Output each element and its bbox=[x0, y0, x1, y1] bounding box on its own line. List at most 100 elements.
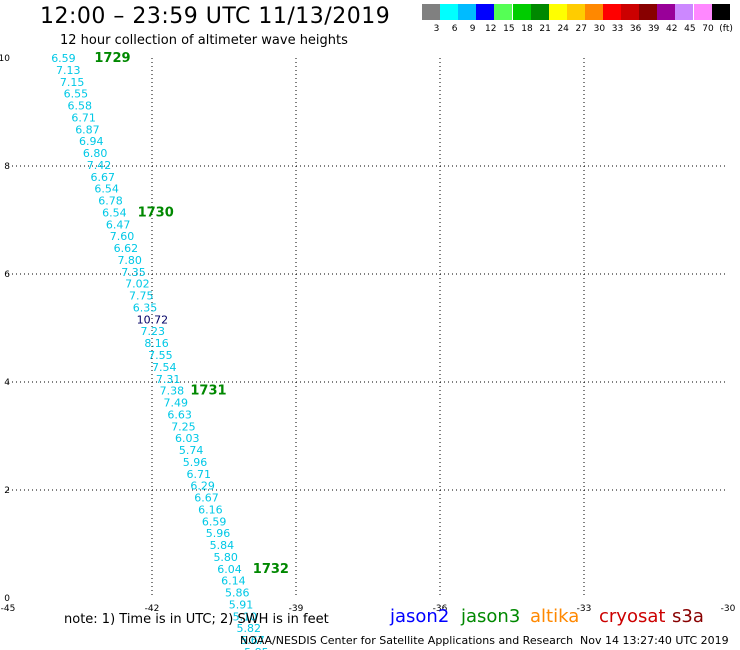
color-scale-label: 70 bbox=[702, 24, 714, 34]
color-swatch bbox=[621, 4, 640, 20]
wave-height-point: 6.94 bbox=[79, 135, 104, 148]
color-scale-label: 9 bbox=[469, 24, 476, 34]
wave-height-point: 6.55 bbox=[64, 88, 89, 101]
legend-jason2: jason2 bbox=[390, 606, 450, 627]
wave-height-point: 6.62 bbox=[114, 242, 139, 255]
color-scale-label: 15 bbox=[503, 24, 515, 34]
wave-height-point: 5.74 bbox=[179, 444, 204, 457]
wave-height-point: 7.38 bbox=[160, 385, 185, 398]
y-tick-label: 8 bbox=[4, 162, 10, 172]
y-tick-label: 6 bbox=[4, 270, 10, 280]
wave-height-point: 6.47 bbox=[106, 218, 131, 231]
y-tick-label: 0 bbox=[4, 594, 10, 604]
time-label: 1732 bbox=[253, 562, 289, 577]
wave-height-point: 5.82 bbox=[236, 622, 260, 635]
x-tick-label: -39 bbox=[289, 604, 304, 614]
y-tick-label: 2 bbox=[4, 486, 10, 496]
wave-height-point: 8.16 bbox=[144, 337, 169, 350]
wave-height-point: 7.35 bbox=[121, 266, 146, 279]
wave-height-point: 7.23 bbox=[140, 325, 165, 338]
wave-height-point: 6.59 bbox=[51, 52, 75, 65]
wave-height-point: 5.85 bbox=[244, 646, 269, 650]
color-swatch bbox=[476, 4, 495, 20]
wave-height-point: 10.72 bbox=[137, 313, 169, 326]
wave-height-point: 5.10 bbox=[233, 610, 258, 623]
wave-height-point: 7.02 bbox=[125, 278, 149, 291]
color-swatch bbox=[512, 4, 531, 20]
color-scale-label: 18 bbox=[521, 24, 533, 34]
chart-title: 12:00 – 23:59 UTC 11/13/2019 bbox=[40, 4, 391, 29]
legend-jason3: jason3 bbox=[461, 606, 521, 627]
legend-altika: altika bbox=[530, 606, 580, 627]
wave-height-point: 7.42 bbox=[87, 159, 112, 172]
wave-height-point: 7.80 bbox=[117, 254, 142, 267]
wave-height-point: 6.63 bbox=[167, 408, 192, 421]
wave-height-point: 6.54 bbox=[94, 183, 119, 196]
wave-height-point: 6.54 bbox=[102, 206, 127, 219]
x-tick-label: -42 bbox=[145, 604, 160, 614]
time-label: 1730 bbox=[138, 205, 174, 220]
color-scale-label: 30 bbox=[593, 24, 606, 34]
chart-subtitle: 12 hour collection of altimeter wave hei… bbox=[60, 33, 348, 48]
wave-height-point: 7.54 bbox=[152, 361, 177, 374]
wave-height-point: 5.84 bbox=[210, 539, 235, 552]
color-scale-label: 36 bbox=[629, 24, 642, 34]
color-swatch bbox=[566, 4, 585, 20]
y-tick-label: 4 bbox=[4, 378, 10, 388]
color-swatch bbox=[639, 4, 658, 20]
color-scale-label: 24 bbox=[557, 24, 569, 34]
wave-height-point: 5.91 bbox=[229, 598, 254, 611]
color-scale-label: 3 bbox=[433, 24, 440, 34]
wave-height-point: 5.96 bbox=[183, 456, 208, 469]
wave-height-point: 6.67 bbox=[91, 171, 116, 184]
wave-height-point: 6.16 bbox=[198, 503, 223, 516]
color-scale-label: 42 bbox=[666, 24, 678, 34]
footer-credit: NOAA/NESDIS Center for Satellite Applica… bbox=[240, 634, 574, 647]
color-swatch bbox=[603, 4, 622, 20]
wave-height-point: 6.35 bbox=[133, 301, 158, 314]
note-text: note: 1) Time is in UTC; 2) SWH is in fe… bbox=[64, 612, 329, 627]
wave-height-point: 7.25 bbox=[171, 420, 196, 433]
color-scale-label: (ft) bbox=[719, 24, 733, 34]
color-swatch bbox=[494, 4, 513, 20]
color-swatch bbox=[548, 4, 567, 20]
wave-height-point: 6.03 bbox=[175, 432, 200, 445]
wave-height-point: 7.31 bbox=[156, 373, 181, 386]
wave-height-point: 6.59 bbox=[202, 515, 227, 528]
wave-height-point: 6.71 bbox=[71, 111, 96, 124]
color-scale-label: 21 bbox=[539, 24, 551, 34]
wave-height-point: 6.80 bbox=[83, 147, 108, 160]
color-swatch bbox=[440, 4, 459, 20]
wave-height-point: 5.80 bbox=[213, 551, 238, 564]
legend-cryosat: cryosat bbox=[599, 606, 666, 627]
wave-height-point: 6.58 bbox=[68, 100, 93, 113]
time-label: 1729 bbox=[94, 51, 130, 66]
footer-timestamp: Nov 14 13:27:40 UTC 2019 bbox=[580, 634, 729, 647]
time-label: 1731 bbox=[190, 384, 226, 399]
x-tick-label: -36 bbox=[433, 604, 448, 614]
color-scale-label: 45 bbox=[684, 24, 696, 34]
color-scale-label: 27 bbox=[575, 24, 587, 34]
wave-height-point: 6.67 bbox=[194, 492, 219, 505]
color-scale-label: 39 bbox=[647, 24, 660, 34]
color-swatch bbox=[584, 4, 603, 20]
wave-height-point: 6.87 bbox=[75, 123, 100, 136]
wave-height-point: 7.15 bbox=[60, 76, 84, 89]
wave-height-point: 5.67 bbox=[240, 634, 265, 647]
color-scale-label: 12 bbox=[485, 24, 497, 34]
wave-height-point: 7.13 bbox=[56, 64, 81, 77]
wave-height-point: 5.96 bbox=[206, 527, 231, 540]
color-swatch bbox=[530, 4, 549, 20]
wave-height-point: 7.75 bbox=[129, 290, 154, 303]
wave-height-point: 6.29 bbox=[190, 480, 215, 493]
wave-height-point: 6.78 bbox=[98, 195, 123, 208]
color-scale-label: 6 bbox=[451, 24, 458, 34]
x-tick-label: -33 bbox=[577, 604, 592, 614]
x-tick-label: -30 bbox=[721, 604, 736, 614]
color-swatch bbox=[711, 4, 730, 20]
wave-height-point: 7.60 bbox=[110, 230, 135, 243]
wave-height-point: 6.04 bbox=[217, 563, 242, 576]
wave-height-point: 5.86 bbox=[225, 587, 250, 600]
wave-height-point: 7.49 bbox=[164, 397, 189, 410]
